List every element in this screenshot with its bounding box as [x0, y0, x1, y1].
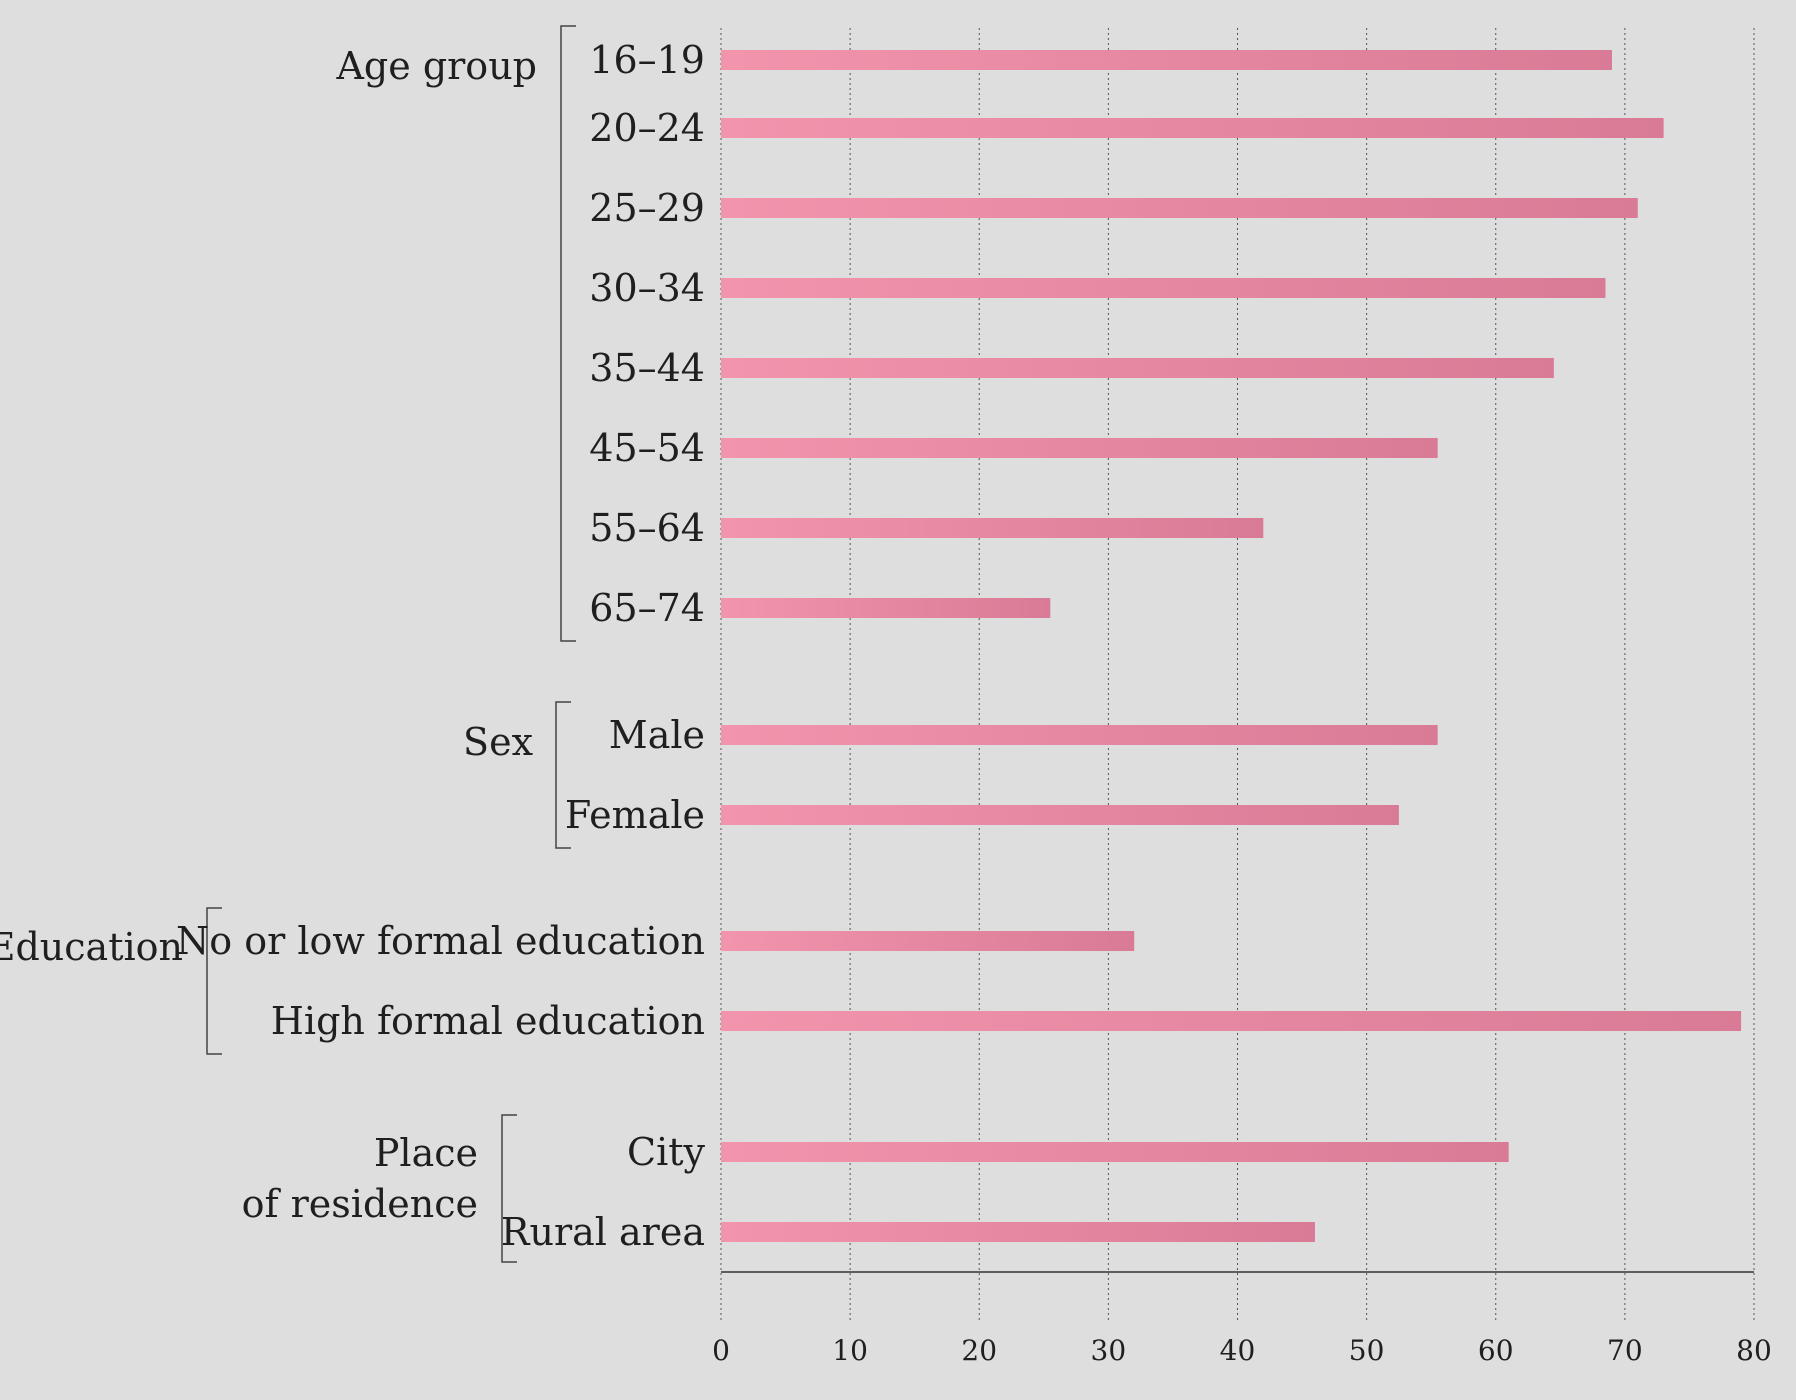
bar	[721, 358, 1554, 378]
group-label: Place	[374, 1131, 478, 1175]
category-label: City	[627, 1130, 705, 1174]
bar	[721, 805, 1399, 825]
group-bracket	[555, 701, 571, 849]
category-label: Female	[565, 793, 705, 837]
category-label: 20–24	[589, 106, 705, 150]
bar	[721, 598, 1051, 618]
group-label: Sex	[463, 720, 533, 764]
bar	[721, 278, 1606, 298]
category-label: High formal education	[271, 999, 705, 1043]
group-bracket	[206, 907, 222, 1055]
bar	[721, 438, 1438, 458]
x-tick-label: 40	[1220, 1334, 1256, 1367]
x-tick-label: 70	[1607, 1334, 1643, 1367]
x-tick-label: 30	[1091, 1334, 1127, 1367]
category-label: Rural area	[501, 1210, 705, 1254]
bar	[721, 198, 1638, 218]
bar	[721, 931, 1135, 951]
category-label: 45–54	[589, 426, 705, 470]
bar	[721, 1142, 1509, 1162]
x-tick-label: 80	[1736, 1334, 1772, 1367]
category-label: 55–64	[589, 506, 705, 550]
group-bracket	[560, 25, 576, 642]
category-label: No or low formal education	[176, 919, 705, 963]
bar	[721, 50, 1612, 70]
category-label: 30–34	[589, 266, 705, 310]
bar	[721, 1011, 1742, 1031]
group-label: of residence	[242, 1182, 478, 1226]
x-tick-label: 60	[1478, 1334, 1514, 1367]
category-label: 35–44	[589, 346, 705, 390]
category-label: Male	[609, 713, 705, 757]
bar	[721, 725, 1438, 745]
category-label: 65–74	[589, 586, 705, 630]
bar	[721, 518, 1264, 538]
x-tick-label: 10	[832, 1334, 868, 1367]
x-tick-label: 0	[712, 1334, 730, 1367]
category-label: 16–19	[589, 38, 705, 82]
bar	[721, 118, 1664, 138]
group-label: Education	[0, 925, 183, 969]
bar	[721, 1222, 1315, 1242]
group-bracket	[501, 1114, 517, 1263]
group-label: Age group	[335, 44, 537, 88]
x-tick-label: 20	[961, 1334, 997, 1367]
category-label: 25–29	[589, 186, 705, 230]
x-tick-label: 50	[1349, 1334, 1385, 1367]
